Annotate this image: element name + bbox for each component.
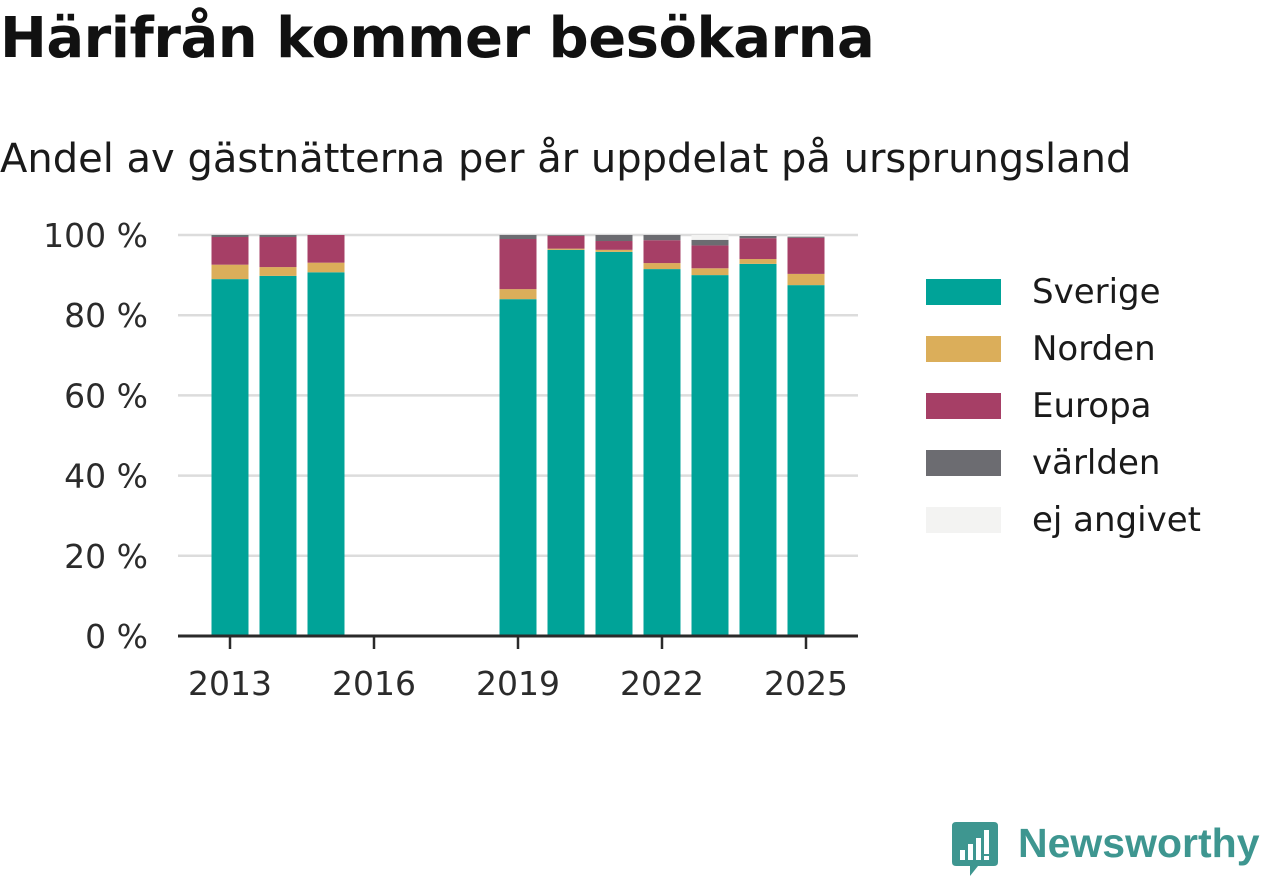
newsworthy-logo-icon: [952, 822, 998, 876]
bar-segment: [691, 239, 729, 246]
x-tick-label: 2025: [764, 664, 848, 703]
y-tick-label: 0 %: [85, 617, 148, 656]
chart-title: Härifrån kommer besökarna: [0, 6, 875, 71]
bar-segment: [739, 235, 777, 239]
bar-segment: [643, 240, 681, 264]
x-tick-label: 2019: [476, 664, 560, 703]
y-tick-label: 80 %: [64, 296, 148, 335]
legend-item-varlden: världen: [926, 439, 1246, 487]
x-tick-label: 2016: [332, 664, 416, 703]
y-tick-label: 100 %: [43, 216, 148, 255]
y-tick-label: 20 %: [64, 537, 148, 576]
legend-label: Sverige: [1032, 272, 1161, 312]
legend-swatch: [926, 507, 1001, 533]
bar-segment: [259, 235, 297, 238]
bar-segment: [547, 248, 585, 250]
legend-item-norden: Norden: [926, 325, 1246, 373]
x-tick-label: 2022: [620, 664, 704, 703]
bar-segment: [643, 235, 681, 241]
bar-segment: [691, 245, 729, 269]
bar-segment: [691, 235, 729, 240]
legend-swatch: [926, 336, 1001, 362]
bar-segment: [643, 269, 681, 636]
bar-segment: [787, 237, 825, 274]
bar-segment: [211, 279, 249, 636]
y-tick-label: 40 %: [64, 457, 148, 496]
bar-segment: [739, 235, 777, 236]
bar-segment: [307, 272, 345, 636]
bar-segment: [211, 237, 249, 265]
bar-segment: [259, 237, 297, 268]
bar-segment: [499, 289, 537, 300]
bar-segment: [595, 249, 633, 252]
legend-label: ej angivet: [1032, 500, 1201, 540]
bar-segment: [739, 263, 777, 636]
bar-segment: [595, 235, 633, 242]
legend-item-europa: Europa: [926, 382, 1246, 430]
bar-segment: [499, 299, 537, 636]
bar-segment: [787, 285, 825, 636]
bar-segment: [307, 235, 345, 263]
legend-label: Europa: [1032, 386, 1152, 426]
bar-segment: [259, 275, 297, 636]
legend-label: Norden: [1032, 329, 1156, 369]
bar-segment: [547, 249, 585, 636]
bar-segment: [595, 251, 633, 637]
bar-segment: [595, 241, 633, 250]
bar-segment: [499, 235, 537, 240]
bar-segment: [547, 235, 585, 249]
bar-segment: [211, 235, 249, 238]
bar-segment: [643, 263, 681, 270]
legend-swatch: [926, 393, 1001, 419]
legend-item-ej-angivet: ej angivet: [926, 496, 1246, 544]
chart-subtitle: Andel av gästnätterna per år uppdelat på…: [0, 136, 1132, 182]
x-tick-label: 2013: [188, 664, 272, 703]
legend-label: världen: [1032, 443, 1161, 483]
bar-segment: [211, 264, 249, 280]
legend-item-sverige: Sverige: [926, 268, 1246, 316]
legend-swatch: [926, 450, 1001, 476]
bar-segment: [787, 273, 825, 286]
brand-name: Newsworthy: [1018, 820, 1260, 866]
bar-segment: [499, 239, 537, 290]
bar-segment: [787, 235, 825, 237]
legend-swatch: [926, 279, 1001, 305]
bar-segment: [739, 259, 777, 264]
bar-segment: [787, 236, 825, 238]
bar-segment: [259, 267, 297, 276]
bar-segment: [547, 235, 585, 236]
brand: Newsworthy: [950, 818, 1262, 880]
y-tick-label: 60 %: [64, 376, 148, 415]
bar-segment: [691, 268, 729, 276]
bar-segment: [691, 275, 729, 636]
bar-segment: [739, 238, 777, 260]
bar-segment: [307, 262, 345, 273]
